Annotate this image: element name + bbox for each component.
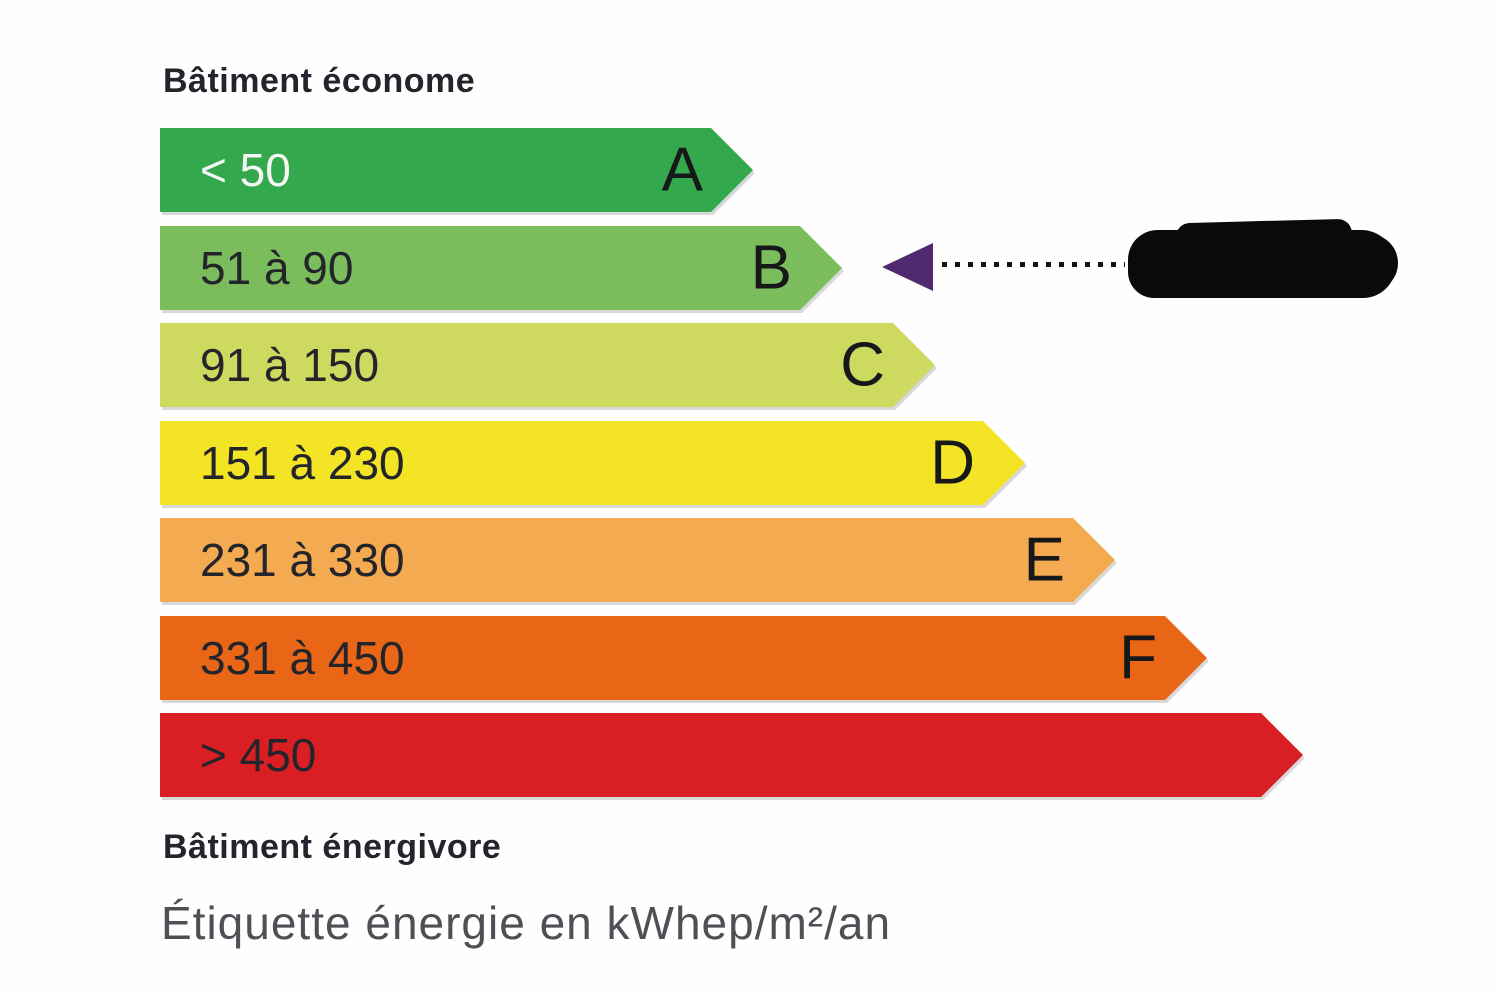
class-range-label: > 450 bbox=[200, 729, 317, 781]
energy-intensive-building-label: Bâtiment énergivore bbox=[163, 828, 502, 866]
class-range-label: 91 à 150 bbox=[200, 339, 380, 391]
class-range-label: 51 à 90 bbox=[200, 242, 354, 294]
energy-class-bar-d: 151 à 230 D bbox=[160, 421, 1025, 505]
energy-class-bar-e: 231 à 330 E bbox=[160, 518, 1115, 602]
energy-class-bar-f: 331 à 450 F bbox=[160, 616, 1207, 700]
economical-building-label: Bâtiment économe bbox=[163, 62, 476, 100]
class-letter: B bbox=[750, 233, 792, 303]
class-range-label: 231 à 330 bbox=[200, 534, 405, 586]
class-letter: E bbox=[1023, 525, 1065, 595]
energy-class-bar-g: > 450G bbox=[160, 713, 1303, 797]
class-letter: A bbox=[661, 135, 703, 205]
class-letter: D bbox=[930, 428, 975, 498]
arrow-left-icon bbox=[882, 243, 933, 291]
class-range-label: 151 à 230 bbox=[200, 437, 405, 489]
energy-class-bar-b: 51 à 90 B bbox=[160, 226, 842, 310]
energy-class-bar-a: < 50 A bbox=[160, 128, 753, 212]
class-range-label: 331 à 450 bbox=[200, 632, 405, 684]
energy-label-caption: Étiquette énergie en kWhep/m²/an bbox=[161, 897, 892, 949]
class-letter: F bbox=[1119, 623, 1157, 693]
energy-class-bar-c: 91 à 150 C bbox=[160, 323, 935, 407]
dotted-connector-line bbox=[942, 262, 1125, 267]
redacted-value-blob bbox=[1128, 230, 1398, 298]
class-range-label: < 50 bbox=[200, 144, 291, 196]
class-letter: C bbox=[840, 330, 885, 400]
